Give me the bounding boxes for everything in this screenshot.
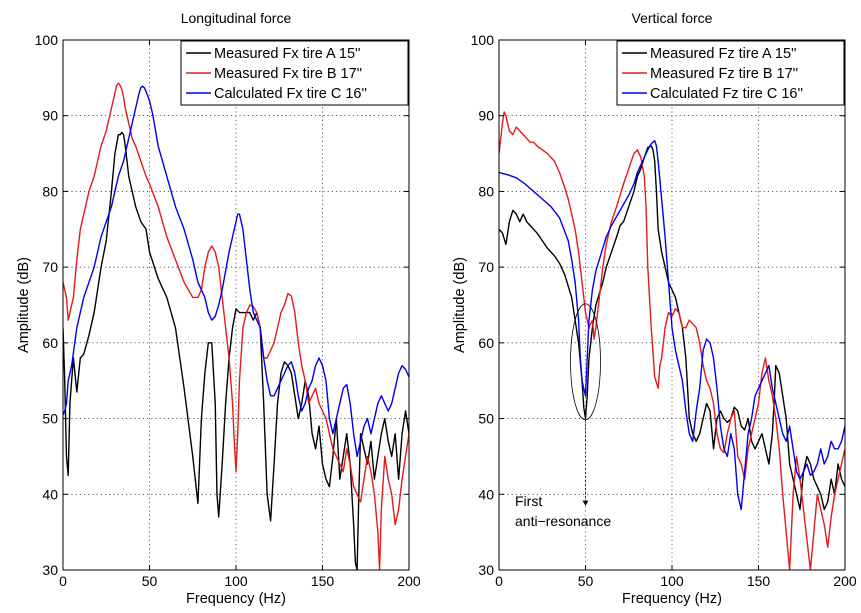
x-tick-label: 0	[495, 573, 503, 589]
y-tick-label: 50	[42, 411, 58, 427]
series-line-3	[63, 85, 409, 458]
legend: Measured Fx tire A 15'' Measured Fx tire …	[180, 40, 409, 106]
legend-label: Measured Fz tire B 17''	[650, 66, 798, 82]
legend-box	[616, 40, 845, 106]
x-tick-label: 150	[747, 573, 771, 589]
series-line-1	[63, 131, 409, 570]
y-tick-label: 90	[42, 108, 58, 124]
annotation-text: anti−resonance	[515, 513, 611, 529]
y-axis-label: Amplitude (dB)	[16, 257, 32, 353]
y-tick-label: 30	[42, 562, 58, 578]
series-line-2	[499, 111, 845, 570]
legend-label: Measured Fx tire B 17''	[214, 66, 362, 82]
x-tick-label: 200	[397, 573, 421, 589]
legend: Measured Fz tire A 15'' Measured Fz tire …	[616, 40, 845, 106]
series-line-2	[63, 82, 409, 570]
legend-label: Measured Fx tire A 15''	[214, 46, 361, 62]
x-tick-label: 150	[311, 573, 335, 589]
y-tick-label: 80	[42, 183, 58, 199]
x-tick-label: 100	[224, 573, 248, 589]
legend-label: Calculated Fx tire C 16''	[214, 86, 367, 102]
x-axis-label: Frequency (Hz)	[186, 591, 286, 607]
series-line-3	[499, 139, 845, 511]
y-tick-label: 60	[42, 335, 58, 351]
y-tick-label: 60	[478, 335, 494, 351]
y-tick-label: 50	[478, 411, 494, 427]
annotation-text: First	[515, 493, 542, 509]
chart-panel-2: 0 50 100 150 200 30 40 50 60 70 80 90 100 Vertical fo…	[452, 10, 857, 607]
legend-label: Calculated Fz tire C 16''	[650, 86, 803, 102]
y-tick-label: 80	[478, 183, 494, 199]
chart-title: Vertical force	[632, 10, 713, 26]
y-tick-label: 90	[478, 108, 494, 124]
legend-box	[180, 40, 409, 106]
series-line-1	[499, 145, 845, 511]
y-tick-label: 40	[478, 486, 494, 502]
y-tick-label: 100	[471, 32, 495, 48]
chart-panel-1: 0 50 100 150 200 30 40 50 60 70 80 90 100 Longitudina…	[16, 10, 421, 607]
y-tick-label: 100	[35, 32, 59, 48]
x-tick-label: 0	[59, 573, 67, 589]
y-tick-label: 30	[478, 562, 494, 578]
arrow-head	[582, 500, 589, 506]
x-axis-label: Frequency (Hz)	[622, 591, 722, 607]
legend-label: Measured Fz tire A 15''	[650, 46, 797, 62]
x-tick-label: 50	[578, 573, 594, 589]
x-tick-label: 50	[142, 573, 158, 589]
y-axis-label: Amplitude (dB)	[452, 257, 468, 353]
y-tick-label: 70	[42, 259, 58, 275]
x-tick-label: 200	[833, 573, 857, 589]
x-tick-label: 100	[660, 573, 684, 589]
chart-title: Longitudinal force	[181, 10, 292, 26]
y-tick-label: 40	[42, 486, 58, 502]
y-tick-label: 70	[478, 259, 494, 275]
